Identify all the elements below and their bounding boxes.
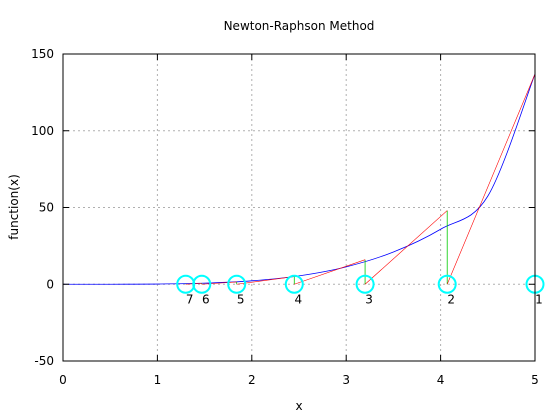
x-tick-label: 0 — [59, 373, 67, 387]
tangent-line — [294, 259, 366, 285]
iteration-label: 2 — [447, 292, 455, 306]
axis-ticks: 0 1 2 3 4 5 -50 0 50 100 150 — [31, 47, 539, 387]
x-tick-label: 3 — [342, 373, 350, 387]
iteration-marker — [227, 274, 247, 294]
tangent-line — [236, 276, 295, 285]
tangent-line — [201, 281, 237, 285]
function-curve-layer — [62, 73, 536, 285]
iteration-label: 4 — [294, 292, 302, 306]
x-tick-label: 5 — [531, 373, 539, 387]
iteration-label-layer: 1 2 3 4 5 67 — [186, 292, 543, 306]
iteration-label: 5 — [237, 292, 245, 306]
iteration-marker — [176, 274, 196, 294]
x-tick-label: 4 — [437, 373, 445, 387]
iteration-label: 1 — [535, 292, 543, 306]
iteration-label: 7 — [186, 292, 194, 306]
vertical-drop-layer — [185, 73, 536, 285]
grid-lines — [63, 54, 535, 361]
iteration-marker — [355, 274, 375, 294]
tangent-line — [446, 73, 536, 285]
y-tick-label: 150 — [31, 47, 54, 61]
y-tick-label: 0 — [46, 277, 54, 291]
x-axis-label: x — [295, 399, 302, 413]
x-tick-label: 2 — [248, 373, 256, 387]
x-tick-label: 1 — [154, 373, 162, 387]
y-axis-label: function(x) — [7, 174, 21, 239]
iteration-label: 6 — [202, 292, 210, 306]
function-curve — [62, 73, 536, 285]
iteration-label: 3 — [365, 292, 373, 306]
iteration-marker — [284, 274, 304, 294]
tangent-line-layer — [185, 73, 536, 285]
tangent-line — [364, 210, 448, 285]
iteration-marker — [437, 274, 457, 294]
chart-title: Newton-Raphson Method — [224, 19, 375, 33]
y-tick-label: -50 — [34, 354, 54, 368]
y-tick-label: 100 — [31, 124, 54, 138]
y-tick-label: 50 — [39, 201, 54, 215]
